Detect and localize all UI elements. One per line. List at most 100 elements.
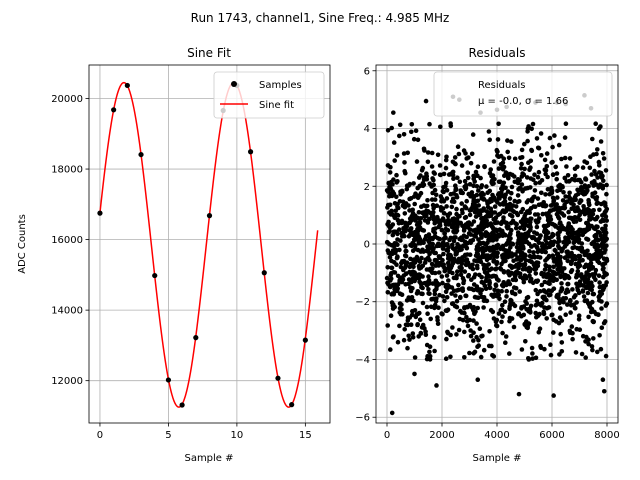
residual-point bbox=[501, 269, 507, 274]
residual-point bbox=[396, 205, 401, 211]
residual-point bbox=[448, 123, 454, 129]
residual-point bbox=[535, 278, 541, 284]
residual-point bbox=[522, 262, 528, 268]
residual-point bbox=[418, 183, 423, 189]
residual-point bbox=[583, 280, 588, 285]
residual-point bbox=[438, 218, 444, 224]
residual-point bbox=[557, 298, 563, 304]
residual-point bbox=[474, 173, 480, 178]
residual-point bbox=[590, 299, 595, 305]
residual-point bbox=[420, 285, 425, 291]
residual-point bbox=[411, 181, 416, 186]
residual-point bbox=[464, 156, 470, 161]
residual-point bbox=[501, 218, 506, 223]
residual-point bbox=[500, 255, 506, 261]
residual-point bbox=[451, 256, 457, 262]
residual-point bbox=[426, 291, 431, 296]
residual-point bbox=[528, 224, 533, 230]
sine-fit-xtick-label: 15 bbox=[299, 430, 312, 441]
residual-outlier-point bbox=[600, 377, 606, 382]
residual-point bbox=[462, 355, 467, 360]
residual-point bbox=[527, 167, 532, 173]
residual-point bbox=[512, 156, 518, 162]
residual-point bbox=[403, 248, 409, 254]
residual-point bbox=[557, 229, 562, 234]
residual-point bbox=[505, 149, 511, 155]
residual-point bbox=[573, 306, 578, 311]
residual-point bbox=[495, 192, 501, 197]
residual-point bbox=[558, 331, 563, 337]
residual-point bbox=[410, 269, 416, 275]
residual-point bbox=[510, 290, 515, 296]
residual-point bbox=[587, 202, 592, 208]
residual-point bbox=[524, 175, 530, 180]
residual-point bbox=[490, 224, 495, 230]
residual-point bbox=[408, 256, 413, 262]
residual-point bbox=[398, 264, 404, 270]
residual-point bbox=[551, 278, 556, 284]
sine-fit-ticks: 0 5 10 15 12000 14000 16000 18000 20000 bbox=[51, 94, 312, 441]
residual-point bbox=[569, 206, 574, 211]
sample-point bbox=[247, 149, 254, 155]
sine-fit-xtick-label: 10 bbox=[231, 430, 244, 441]
residual-point bbox=[463, 262, 469, 268]
residual-point bbox=[604, 191, 609, 197]
residual-point bbox=[395, 237, 400, 242]
residual-point bbox=[386, 219, 391, 225]
residual-point bbox=[408, 288, 414, 294]
residual-point bbox=[506, 205, 512, 210]
residual-point bbox=[481, 224, 487, 230]
residual-point bbox=[446, 172, 452, 177]
residual-point bbox=[504, 220, 510, 226]
residual-point bbox=[595, 349, 600, 355]
residual-point bbox=[579, 249, 585, 254]
residual-point bbox=[425, 220, 431, 225]
residual-point bbox=[440, 294, 446, 299]
residual-point bbox=[518, 166, 524, 171]
residual-point bbox=[394, 180, 400, 185]
residual-point bbox=[432, 288, 438, 294]
residual-point bbox=[487, 285, 492, 291]
legend-samples-label: Samples bbox=[259, 80, 302, 91]
residual-point bbox=[538, 131, 544, 136]
residual-point bbox=[445, 227, 451, 233]
residual-point bbox=[401, 151, 407, 156]
residuals-xtick-label: 0 bbox=[384, 430, 390, 441]
residual-point bbox=[459, 207, 465, 213]
residual-point bbox=[522, 273, 528, 279]
residual-point bbox=[459, 310, 465, 315]
residual-point bbox=[433, 263, 439, 268]
residual-point bbox=[454, 273, 460, 278]
residual-point bbox=[389, 224, 394, 229]
residual-point bbox=[487, 137, 493, 143]
residual-point bbox=[566, 275, 572, 281]
residual-point bbox=[528, 310, 533, 315]
residual-point bbox=[505, 269, 511, 274]
residual-point bbox=[439, 274, 445, 279]
residual-point bbox=[425, 311, 430, 317]
residual-point bbox=[545, 174, 550, 180]
residual-point bbox=[444, 295, 450, 300]
residual-point bbox=[511, 324, 517, 330]
residual-point bbox=[473, 214, 479, 219]
residual-point bbox=[504, 288, 510, 294]
residual-point bbox=[601, 156, 607, 161]
residual-point bbox=[546, 288, 551, 293]
residual-point bbox=[594, 151, 599, 157]
residual-point bbox=[432, 334, 437, 340]
residual-point bbox=[487, 213, 493, 218]
residual-point bbox=[510, 277, 516, 283]
residual-point bbox=[538, 345, 544, 351]
residual-point bbox=[395, 273, 401, 279]
residual-point bbox=[498, 162, 504, 167]
residual-point bbox=[568, 298, 573, 303]
residual-point bbox=[477, 326, 483, 332]
residual-point bbox=[505, 226, 510, 231]
sine-fit-grid bbox=[89, 65, 330, 423]
residual-point bbox=[568, 303, 574, 308]
residual-point bbox=[390, 182, 395, 187]
residual-point bbox=[488, 307, 494, 313]
residual-point bbox=[535, 263, 541, 269]
residual-point bbox=[408, 242, 413, 248]
